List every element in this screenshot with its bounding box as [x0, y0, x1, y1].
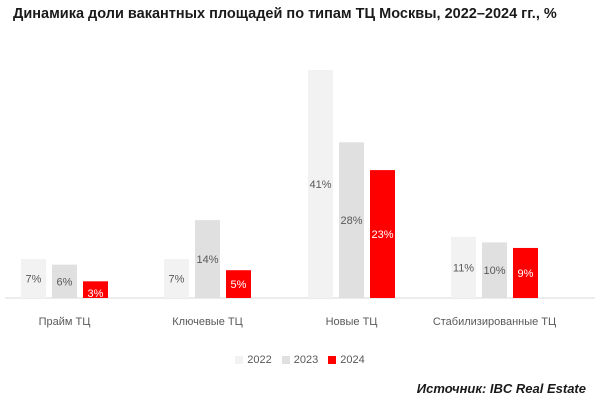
- legend-item-2024: 2024: [328, 354, 365, 366]
- data-label-2023-2: 28%: [340, 215, 362, 227]
- bar-2022-1: [164, 259, 189, 298]
- legend-label-2023: 2023: [293, 354, 319, 366]
- bar-2024-3: [513, 247, 538, 298]
- data-label-2024-1: 5%: [231, 279, 247, 291]
- bar-2023-2: [339, 142, 364, 298]
- category-label-0: Прайм ТЦ: [39, 316, 91, 328]
- bar-2022-3: [451, 236, 476, 298]
- legend-swatch-2024: [328, 356, 337, 364]
- bar-2024-2: [370, 170, 395, 298]
- data-label-2022-0: 7%: [26, 274, 42, 286]
- legend: 2022 2023 2024: [0, 354, 600, 366]
- category-label-2: Новые ТЦ: [326, 316, 378, 328]
- legend-label-2022: 2022: [247, 354, 272, 366]
- legend-item-2023: 2023: [281, 354, 319, 366]
- legend-swatch-2022: [235, 356, 244, 364]
- bar-2023-1: [195, 220, 220, 298]
- legend-label-2024: 2024: [340, 354, 365, 366]
- data-label-2022-2: 41%: [309, 179, 331, 191]
- legend-swatch-2023: [281, 356, 290, 364]
- data-label-2023-1: 14%: [196, 254, 218, 266]
- data-label-2022-3: 11%: [453, 262, 474, 274]
- data-label-2024-0: 3%: [88, 288, 104, 300]
- bar-2022-2: [308, 70, 333, 298]
- bar-2022-0: [21, 259, 46, 298]
- bar-2024-1: [226, 270, 251, 298]
- bar-2024-0: [83, 281, 108, 298]
- category-label-1: Ключевые ТЦ: [172, 316, 242, 328]
- chart-title: Динамика доли вакантных площадей по типа…: [13, 6, 557, 22]
- data-label-2024-3: 9%: [518, 268, 534, 280]
- category-label-3: Стабилизированные ТЦ: [433, 316, 556, 328]
- bar-2023-3: [482, 242, 507, 298]
- data-label-2023-0: 6%: [57, 276, 73, 288]
- bar-2023-0: [52, 264, 77, 298]
- data-label-2022-1: 7%: [169, 274, 185, 286]
- bar-chart: 7% 7% 41% 11% 6% 14% 28% 10% 3% 5% 23% 9% Прайм ТЦ Кл…: [5, 70, 595, 328]
- data-label-2024-2: 23%: [371, 229, 393, 241]
- source-note: Источник: IBC Real Estate: [416, 381, 586, 396]
- legend-item-2022: 2022: [235, 354, 272, 366]
- data-label-2023-3: 10%: [483, 265, 505, 277]
